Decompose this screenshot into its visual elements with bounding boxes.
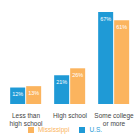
svg-text:21%: 21% xyxy=(56,79,67,85)
svg-text:67%: 67% xyxy=(100,16,111,22)
html-text:Mississippi: Mississippi xyxy=(38,126,70,133)
svg-text:26%: 26% xyxy=(72,72,83,78)
svg-text:High school: High school xyxy=(53,112,88,120)
svg-text:12%: 12% xyxy=(12,91,23,97)
html-text:U.S.: U.S. xyxy=(89,126,102,133)
svg-text:Some collegeor more: Some collegeor more xyxy=(94,112,132,127)
svg-text:Less thanhigh school: Less thanhigh school xyxy=(10,112,43,128)
svg-text:61%: 61% xyxy=(116,24,127,30)
svg-text:13%: 13% xyxy=(28,90,39,96)
